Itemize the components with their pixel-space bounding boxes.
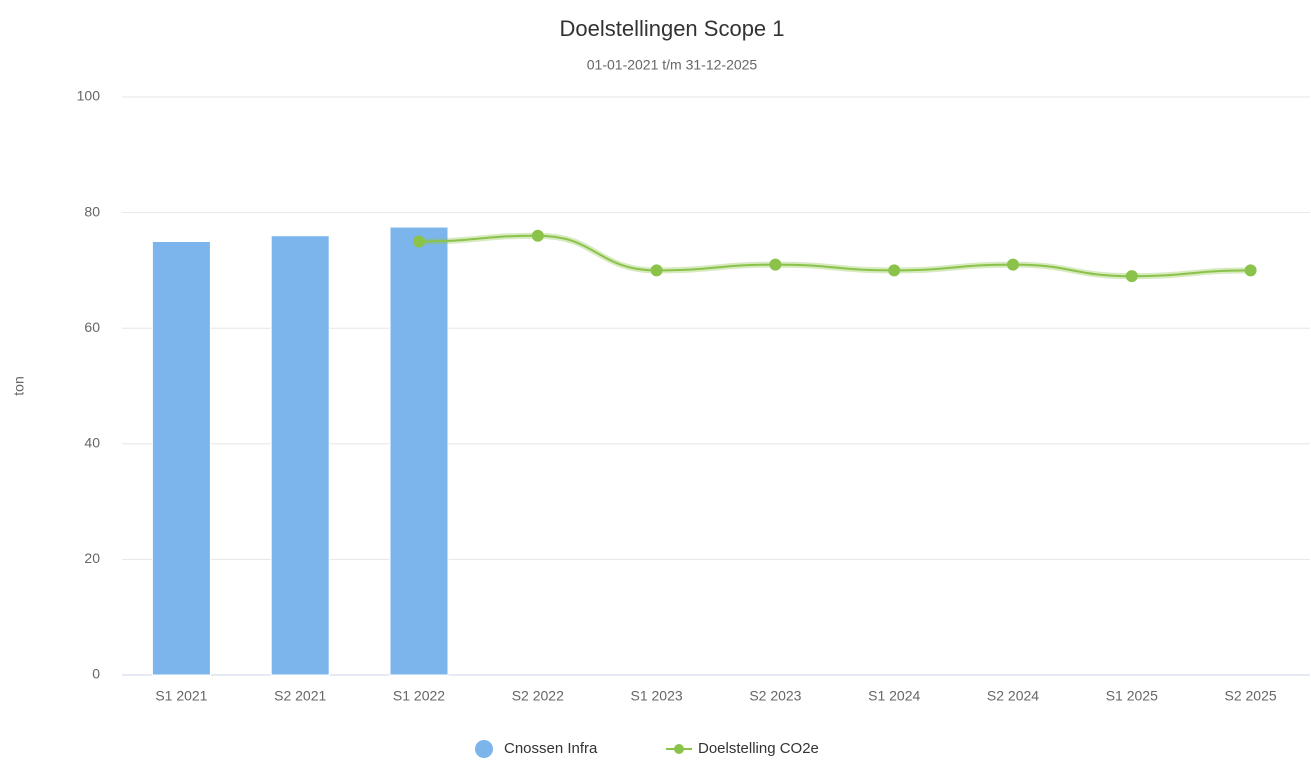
x-tick-label: S2 2023 [749,688,801,704]
y-axis-title: ton [11,376,27,395]
x-tick-label: S2 2025 [1225,688,1277,704]
x-tick-label: S2 2021 [274,688,326,704]
line-marker [1244,264,1257,277]
line-marker [413,235,425,248]
bar [270,235,330,676]
x-tick-label: S1 2025 [1106,688,1158,704]
line-marker [769,258,782,271]
x-tick-label: S1 2024 [868,688,920,704]
legend-label: Doelstelling CO2e [698,740,819,757]
y-tick-label: 20 [84,550,100,566]
x-tick-label: S2 2024 [987,688,1039,704]
x-tick-label: S2 2022 [512,688,564,704]
line-marker [1007,258,1019,271]
line [418,234,1251,278]
line-marker [1125,270,1138,283]
bar [389,226,449,676]
x-tick-label: S1 2021 [155,688,207,704]
legend-symbol [674,744,684,754]
legend-symbol [475,740,493,758]
y-tick-label: 0 [92,666,100,682]
legend-label: Cnossen Infra [504,740,598,757]
y-tick-label: 40 [84,435,100,451]
chart-title: Doelstellingen Scope 1 [559,16,784,41]
line-marker [531,229,544,242]
y-tick-label: 80 [84,203,100,219]
y-tick-label: 60 [84,319,100,335]
chart-subtitle: 01-01-2021 t/m 31-12-2025 [587,57,758,73]
y-tick-label: 100 [77,88,101,104]
line-halo [418,232,1251,280]
line-marker [650,264,663,277]
x-tick-label: S1 2023 [631,688,683,704]
x-tick-label: S1 2022 [393,688,445,704]
bar [151,241,211,676]
line-marker [888,264,901,277]
